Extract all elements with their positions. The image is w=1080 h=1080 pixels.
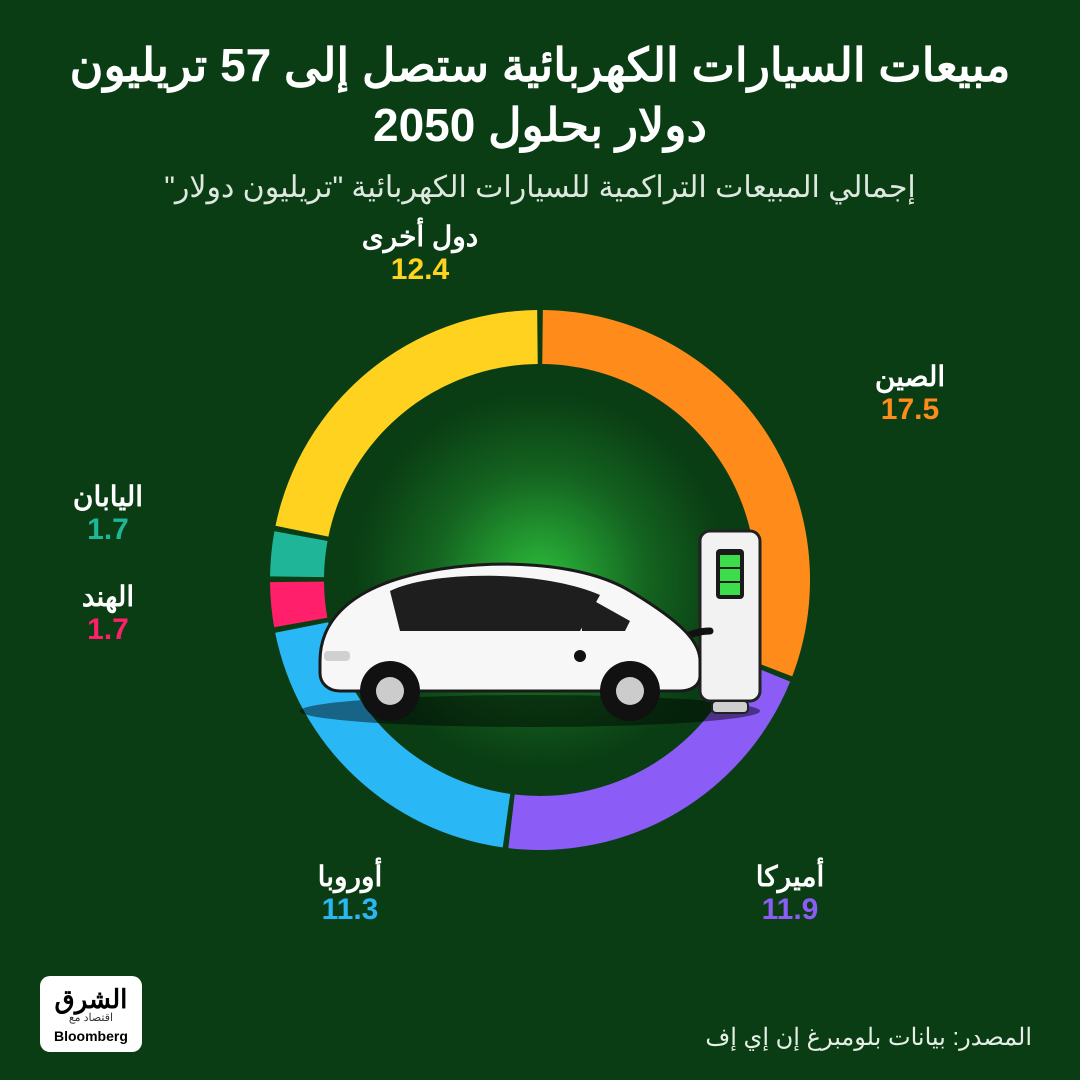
segment-label: الهند1.7 [28, 580, 188, 647]
segment-label: أوروبا11.3 [270, 860, 430, 927]
segment-label: أميركا11.9 [710, 860, 870, 927]
segment-label: الصين17.5 [830, 360, 990, 427]
segment-value: 12.4 [340, 253, 500, 287]
segment-name: أميركا [710, 860, 870, 893]
logo-english: Bloomberg [54, 1028, 128, 1044]
segment-name: اليابان [28, 480, 188, 513]
donut-chart [230, 270, 850, 890]
logo-arabic: الشرق [55, 984, 128, 1014]
source-text: المصدر: بيانات بلومبرغ إن إي إف [705, 1023, 1032, 1052]
segment-label: دول أخرى12.4 [340, 220, 500, 287]
segment-label: اليابان1.7 [28, 480, 188, 547]
segment-value: 17.5 [830, 393, 990, 427]
car-illustration-icon [280, 491, 800, 731]
page-title: مبيعات السيارات الكهربائية ستصل إلى 57 ت… [0, 0, 1080, 170]
page-subtitle: إجمالي المبيعات التراكمية للسيارات الكهر… [0, 170, 1080, 215]
segment-name: الهند [28, 580, 188, 613]
segment-value: 11.3 [270, 893, 430, 927]
segment-name: دول أخرى [340, 220, 500, 253]
segment-value: 11.9 [710, 893, 870, 927]
publisher-logo: الشرق اقتصاد مع Bloomberg [40, 976, 142, 1052]
segment-value: 1.7 [28, 613, 188, 647]
segment-name: أوروبا [270, 860, 430, 893]
segment-value: 1.7 [28, 513, 188, 547]
segment-name: الصين [830, 360, 990, 393]
